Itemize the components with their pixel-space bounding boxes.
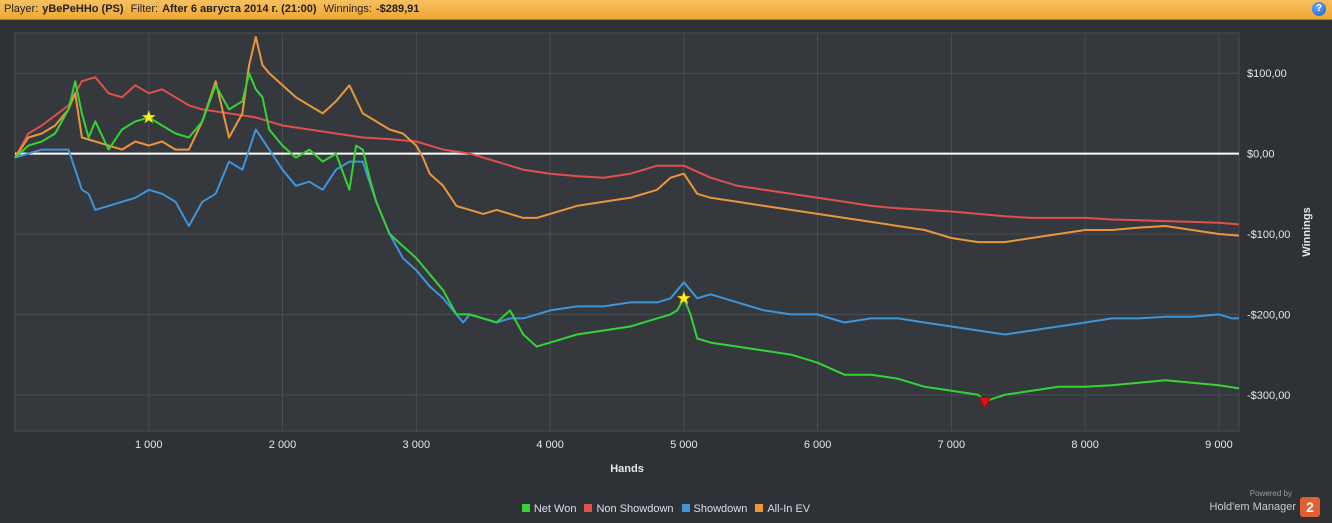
legend-item[interactable]: Net Won [521, 503, 577, 515]
brand-name: Hold'em Manager [1209, 501, 1296, 513]
x-tick-label: 1 000 [135, 439, 163, 451]
legend-swatch [681, 504, 690, 512]
filter-value[interactable]: After 6 августа 2014 г. (21:00) [162, 3, 317, 15]
x-tick-label: 2 000 [269, 439, 297, 451]
legend-item[interactable]: Showdown [681, 503, 748, 515]
y-tick-label: -$100,00 [1247, 229, 1290, 241]
legend-swatch [584, 504, 593, 512]
legend-swatch [521, 504, 530, 512]
help-icon[interactable]: ? [1312, 2, 1326, 16]
x-tick-label: 9 000 [1205, 439, 1233, 451]
legend-label: Showdown [693, 503, 748, 515]
branding: Powered by Hold'em Manager 2 [1209, 489, 1320, 517]
x-tick-labels: 1 000 2 000 3 000 4 000 5 000 6 000 7 000 8 000… [135, 439, 1233, 451]
x-tick-label: 6 000 [804, 439, 832, 451]
y-tick-label: $100,00 [1247, 68, 1287, 80]
x-tick-label: 5 000 [670, 439, 698, 451]
y-tick-label: -$300,00 [1247, 390, 1290, 402]
markers [141, 109, 992, 409]
y-tick-label: $0,00 [1247, 149, 1275, 161]
legend-swatch [755, 504, 764, 512]
legend-item[interactable]: Non Showdown [584, 503, 674, 515]
hem2-logo-icon: 2 [1300, 497, 1320, 517]
series-line-net-won [14, 72, 1240, 403]
legend-label: All-In EV [767, 503, 811, 515]
y-axis-label: Winnings [1301, 207, 1313, 256]
y-tick-label: -$200,00 [1247, 309, 1290, 321]
winnings-label: Winnings: [323, 3, 372, 15]
winnings-chart: 1 000 2 000 3 000 4 000 5 000 6 000 7 000 8 000… [14, 32, 1313, 475]
player-label: Player: [4, 3, 39, 15]
legend-label: Non Showdown [596, 503, 674, 515]
series-line-non-showdown [14, 76, 1240, 226]
legend-item[interactable]: All-In EV [755, 503, 810, 515]
series-line-all-in-ev [14, 36, 1240, 244]
grid-lines [15, 33, 1239, 431]
powered-by-text: Powered by [1249, 489, 1292, 498]
filter-label: Filter: [130, 3, 159, 15]
y-tick-labels: $100,00 $0,00 -$100,00 -$200,00 -$300,00 [1247, 68, 1290, 402]
star-icon [676, 290, 692, 305]
header-bar: Player: yBePeHHo (PS) Filter: After 6 авгу… [0, 0, 1332, 20]
legend-label: Net Won [533, 503, 577, 515]
winnings-value: -$289,91 [375, 3, 420, 15]
plot-area [14, 32, 1240, 432]
min-triangle-icon [978, 397, 992, 409]
player-name: yBePeHHo (PS) [42, 3, 124, 15]
star-icon [141, 109, 157, 124]
x-axis-label: Hands [610, 463, 644, 475]
x-tick-label: 8 000 [1071, 439, 1099, 451]
x-tick-label: 7 000 [938, 439, 966, 451]
series-lines [14, 36, 1240, 403]
x-tick-label: 3 000 [403, 439, 431, 451]
legend: Net Won Non Showdown Showdown All-In EV [0, 503, 1332, 515]
x-tick-label: 4 000 [536, 439, 564, 451]
